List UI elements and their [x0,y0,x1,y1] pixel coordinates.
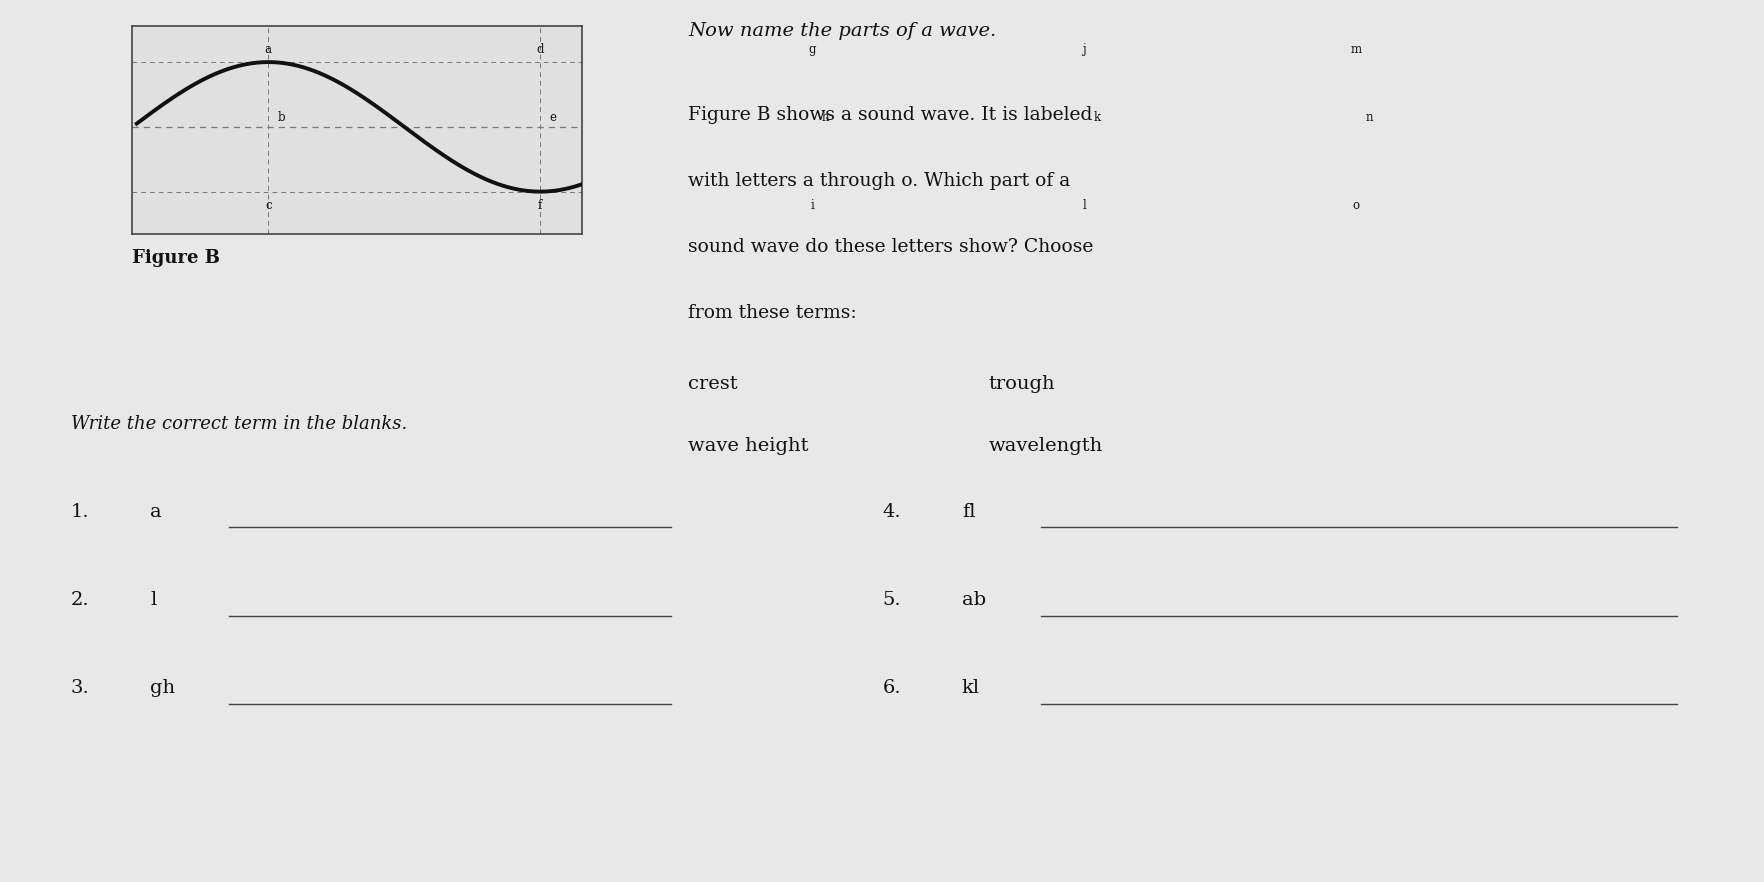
Text: Figure B: Figure B [132,249,220,266]
Text: j: j [1081,42,1085,56]
Text: d: d [536,42,543,56]
Text: fl: fl [961,503,975,520]
Text: 2.: 2. [71,591,90,609]
Text: with letters a through o. Which part of a: with letters a through o. Which part of … [688,172,1071,190]
Text: ab: ab [961,591,986,609]
Text: n: n [1364,110,1372,123]
Text: 1.: 1. [71,503,90,520]
Text: l: l [1081,199,1085,213]
Text: o: o [1351,199,1358,213]
Text: k: k [1094,110,1101,123]
Text: Write the correct term in the blanks.: Write the correct term in the blanks. [71,415,407,432]
Text: b: b [277,110,286,123]
Text: 3.: 3. [71,679,90,697]
Text: l: l [150,591,157,609]
Text: f: f [538,199,542,213]
Text: 5.: 5. [882,591,901,609]
Text: sound wave do these letters show? Choose: sound wave do these letters show? Choose [688,238,1094,256]
Text: a: a [150,503,162,520]
Text: trough: trough [988,375,1055,392]
Text: c: c [265,199,272,213]
Text: Figure B shows a sound wave. It is labeled: Figure B shows a sound wave. It is label… [688,106,1092,123]
Text: Now name the parts of a wave.: Now name the parts of a wave. [688,22,997,40]
Text: i: i [810,199,813,213]
Text: wave height: wave height [688,437,808,454]
Text: a: a [265,42,272,56]
Text: wavelength: wavelength [988,437,1102,454]
Text: e: e [549,110,556,123]
Text: gh: gh [150,679,175,697]
Text: kl: kl [961,679,979,697]
Text: g: g [808,42,815,56]
Text: m: m [1349,42,1360,56]
Text: h: h [820,110,829,123]
Text: from these terms:: from these terms: [688,304,857,322]
Text: 4.: 4. [882,503,901,520]
Text: crest: crest [688,375,737,392]
Text: 6.: 6. [882,679,901,697]
